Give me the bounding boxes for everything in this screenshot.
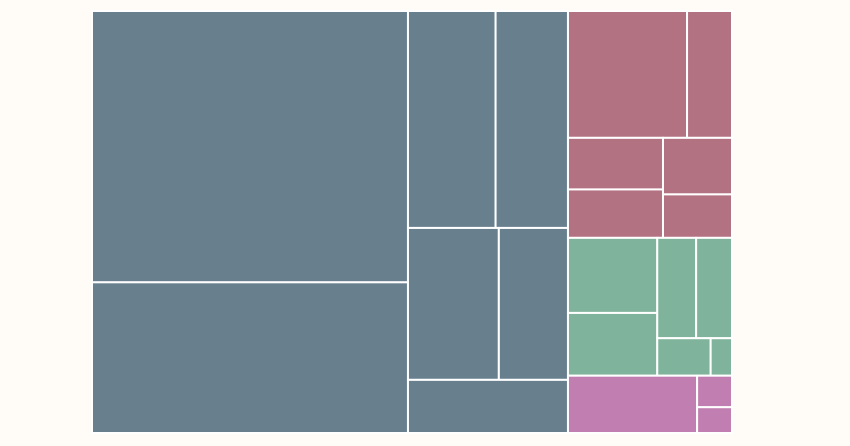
treemap-tile <box>656 337 712 377</box>
treemap-tile <box>656 236 698 340</box>
treemap-tile <box>661 193 734 239</box>
treemap-tile <box>696 374 734 409</box>
treemap-tile <box>497 226 569 381</box>
treemap-tile <box>661 136 734 196</box>
treemap-tile <box>566 10 689 139</box>
treemap-tile <box>406 378 569 434</box>
treemap-tile <box>566 136 664 191</box>
treemap-tile <box>406 226 500 381</box>
treemap-tile <box>686 10 733 139</box>
treemap-tile <box>566 311 659 377</box>
treemap-tile <box>709 337 733 377</box>
treemap-tile <box>696 406 734 435</box>
treemap-tile <box>566 188 664 239</box>
treemap-tile <box>494 10 569 229</box>
treemap-tile <box>566 236 659 314</box>
treemap-tile <box>91 10 409 284</box>
treemap-tile <box>566 374 699 434</box>
treemap-tile <box>91 281 409 434</box>
treemap-tile <box>406 10 497 229</box>
treemap-tile <box>695 236 733 340</box>
